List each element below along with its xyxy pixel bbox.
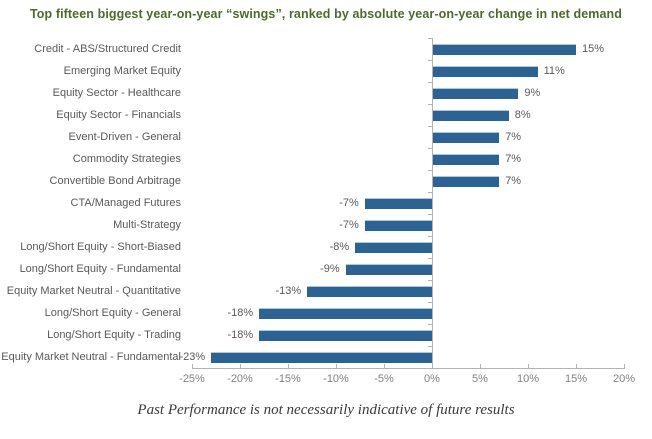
category-label: Multi-Strategy xyxy=(113,219,181,231)
category-tick xyxy=(428,258,432,259)
x-tick-label: -20% xyxy=(227,373,253,385)
x-tick-label: -5% xyxy=(374,373,394,385)
bar xyxy=(432,43,576,55)
value-label: -18% xyxy=(227,328,254,341)
category-tick xyxy=(428,126,432,127)
value-label: 15% xyxy=(582,42,605,55)
value-label: -9% xyxy=(320,262,340,275)
x-tick xyxy=(192,364,193,368)
bar xyxy=(432,175,500,187)
value-label: 11% xyxy=(543,64,565,77)
x-tick-label: 10% xyxy=(516,373,540,385)
category-tick xyxy=(428,60,432,61)
x-tick xyxy=(432,364,433,368)
category-tick xyxy=(428,346,432,347)
bar xyxy=(355,241,432,253)
x-tick-label: -25% xyxy=(179,373,205,385)
value-label: 7% xyxy=(505,152,522,165)
bar xyxy=(432,65,538,77)
bar xyxy=(259,307,432,319)
category-label: Long/Short Equity - Short-Biased xyxy=(20,241,181,253)
bar xyxy=(364,197,432,209)
category-label: Equity Market Neutral - Quantitative xyxy=(6,285,181,297)
value-label: 9% xyxy=(524,86,541,99)
plot-area: Credit - ABS/Structured Credit 15% Emergin… xyxy=(1,38,636,385)
bar xyxy=(307,285,432,297)
x-tick xyxy=(480,364,481,368)
value-label: 7% xyxy=(505,174,522,187)
x-tick xyxy=(288,364,289,368)
x-tick-label: 20% xyxy=(612,373,636,385)
category-label: Long/Short Equity - Trading xyxy=(47,329,181,341)
category-label: Credit - ABS/Structured Credit xyxy=(34,43,181,55)
footer-disclaimer: Past Performance is not necessarily indi… xyxy=(137,402,515,418)
category-label: Long/Short Equity - General xyxy=(44,307,181,319)
category-tick xyxy=(428,104,432,105)
category-tick xyxy=(428,214,432,215)
bar xyxy=(364,219,432,231)
bar xyxy=(432,153,500,165)
bar xyxy=(432,87,519,99)
bar xyxy=(432,109,509,121)
value-label: -7% xyxy=(339,196,359,209)
value-label: 8% xyxy=(514,108,531,121)
bar xyxy=(345,263,432,275)
x-tick-label: -15% xyxy=(275,373,301,385)
category-tick xyxy=(428,170,432,171)
bar xyxy=(211,351,432,363)
category-label: Equity Sector - Financials xyxy=(56,109,181,121)
bar xyxy=(432,131,500,143)
x-tick-label: 15% xyxy=(564,373,588,385)
category-tick xyxy=(428,280,432,281)
category-tick xyxy=(428,236,432,237)
x-axis-line xyxy=(192,368,625,369)
value-label: -7% xyxy=(339,218,359,231)
x-tick xyxy=(576,364,577,368)
x-tick xyxy=(336,364,337,368)
value-label: -18% xyxy=(227,306,254,319)
x-tick xyxy=(384,364,385,368)
category-tick xyxy=(428,82,432,83)
x-tick-label: 5% xyxy=(472,373,488,385)
value-label: -23% xyxy=(179,350,206,363)
value-label: 7% xyxy=(505,130,522,143)
x-tick xyxy=(528,364,529,368)
category-label: Commodity Strategies xyxy=(72,153,181,165)
value-label: -13% xyxy=(275,284,302,297)
category-label: Emerging Market Equity xyxy=(63,65,181,77)
category-tick xyxy=(428,192,432,193)
category-label: Event-Driven - General xyxy=(68,131,182,143)
x-tick xyxy=(624,364,625,368)
x-tick-label: 0% xyxy=(424,373,440,385)
category-label: Convertible Bond Arbitrage xyxy=(49,175,181,187)
value-label: -8% xyxy=(329,240,350,253)
x-tick-label: -10% xyxy=(323,373,349,385)
category-label: Equity Sector - Healthcare xyxy=(52,87,181,99)
chart-title: Top fifteen biggest year-on-year “swings… xyxy=(29,7,623,21)
category-tick xyxy=(428,148,432,149)
category-label: Long/Short Equity - Fundamental xyxy=(19,263,181,275)
y-axis-line xyxy=(432,38,433,368)
bar xyxy=(259,329,432,341)
category-label: Equity Market Neutral - Fundamental xyxy=(1,351,181,363)
category-tick xyxy=(428,38,432,39)
category-tick xyxy=(428,324,432,325)
category-label: CTA/Managed Futures xyxy=(70,197,181,209)
x-tick xyxy=(240,364,241,368)
category-tick xyxy=(428,302,432,303)
